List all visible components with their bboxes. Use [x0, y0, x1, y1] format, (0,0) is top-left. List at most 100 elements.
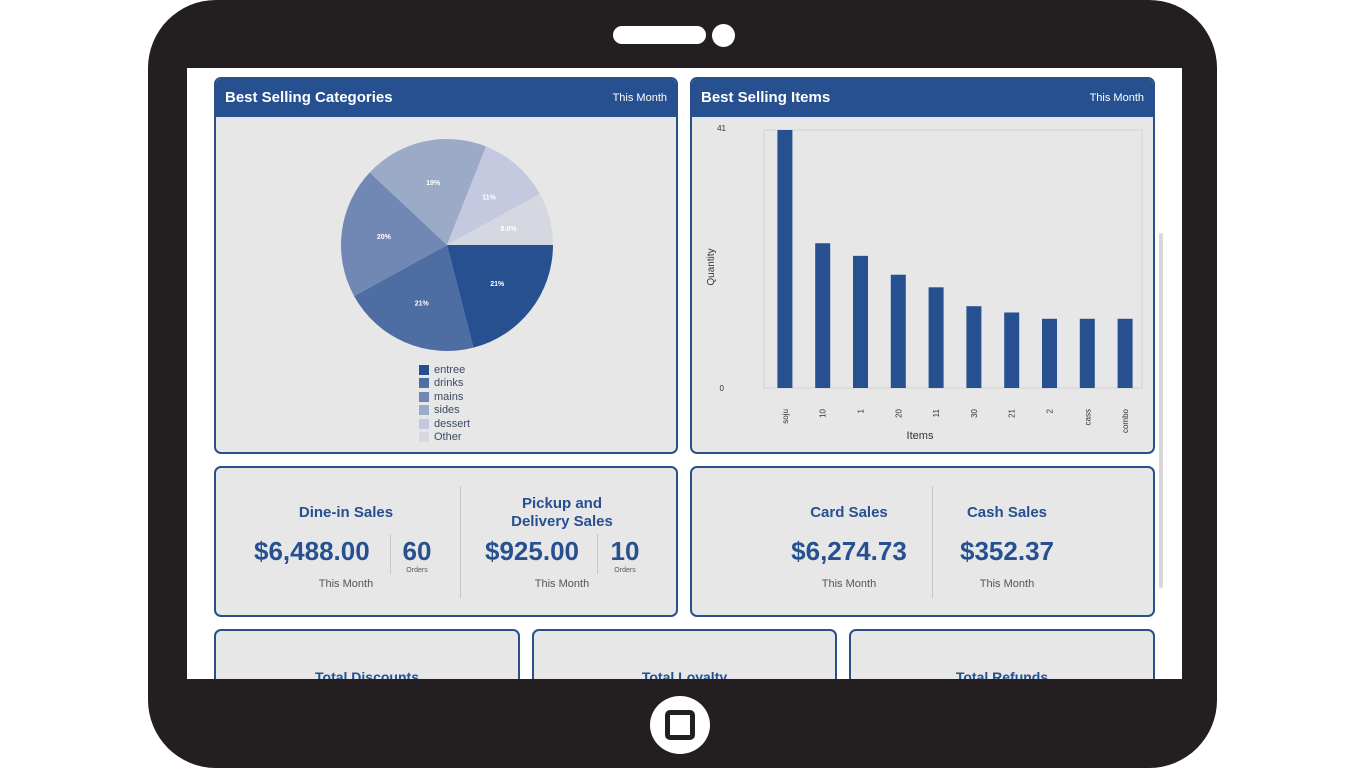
payment-type-sales-card: Card Sales $6,274.73 This Month Cash Sal… — [690, 466, 1155, 617]
cash-sales-amount: $352.37 — [960, 536, 1054, 566]
items-bar-chart: soju 10 1 20 11 30 21 2 cass combo 41 0 Items Quantit… — [706, 124, 1143, 442]
total-discounts-title: Total Discounts — [315, 669, 419, 679]
pie-legend: entree drinks mains sides dessert Other — [419, 363, 470, 444]
total-discounts-card: Total Discounts — [214, 629, 520, 679]
legend-swatch — [419, 378, 429, 389]
bar-20 — [890, 274, 906, 388]
categories-card-header: Best Selling Categories This Month — [216, 79, 676, 117]
card-sales-period: This Month — [821, 578, 877, 590]
items-card: Best Selling Items This Month soju 10 1 20 1… — [690, 77, 1155, 454]
category-pie-chart: 21% 21% 20% 19% 11% 8.0% — [341, 139, 553, 351]
legend-label: sides — [434, 404, 460, 417]
camera-dot — [712, 24, 735, 47]
x-tick-soju: soju — [781, 409, 790, 424]
x-tick-2: 2 — [1046, 408, 1055, 413]
legend-label: Other — [434, 431, 462, 444]
items-card-header: Best Selling Items This Month — [692, 79, 1153, 117]
home-button[interactable] — [650, 696, 710, 754]
y-tick-max: 41 — [717, 124, 726, 133]
bar-combo — [1117, 318, 1133, 388]
pickup-orders-label: Orders — [614, 567, 636, 574]
pickup-amount: $925.00 — [485, 536, 579, 566]
pickup-orders-divider — [597, 534, 598, 574]
card-sales-title: Card Sales — [810, 504, 888, 521]
bar-30 — [966, 306, 982, 388]
card-sales-amount: $6,274.73 — [791, 536, 907, 566]
cash-sales: Cash Sales — [917, 504, 1097, 522]
pie-label-Other: 8.0% — [501, 226, 518, 233]
items-card-title: Best Selling Items — [701, 89, 831, 106]
categories-card-title: Best Selling Categories — [225, 89, 393, 106]
legend-item-other[interactable]: Other — [419, 431, 470, 445]
x-tick-20: 20 — [894, 408, 903, 417]
categories-card: Best Selling Categories This Month 21% 21… — [214, 77, 678, 454]
total-refunds-card: Total Refunds — [849, 629, 1155, 679]
x-tick-21: 21 — [1008, 408, 1017, 417]
bar-1 — [853, 255, 868, 388]
legend-item-entree[interactable]: entree — [419, 363, 470, 377]
cash-sales-title: Cash Sales — [966, 504, 1048, 521]
x-tick-10: 10 — [819, 408, 828, 417]
legend-item-dessert[interactable]: dessert — [419, 417, 470, 431]
x-tick-combo: combo — [1121, 408, 1130, 433]
pie-label-mains: 20% — [377, 234, 392, 241]
dine-in-orders: 60 Orders — [396, 536, 438, 574]
dashboard-screen: Best Selling Categories This Month 21% 21… — [187, 68, 1182, 679]
legend-label: entree — [434, 363, 466, 376]
x-tick-11: 11 — [932, 408, 941, 417]
pie-slice-Other — [447, 193, 553, 245]
legend-item-mains[interactable]: mains — [419, 390, 470, 404]
legend-item-sides[interactable]: sides — [419, 404, 470, 418]
dine-in-orders-divider — [390, 534, 391, 574]
order-type-sales-card: Dine-in Sales $6,488.00 60 Orders This M… — [214, 466, 678, 617]
dine-in-sales: Dine-in Sales — [256, 504, 436, 522]
bar-2 — [1042, 318, 1057, 388]
cash-sales-period: This Month — [979, 578, 1035, 590]
order-type-divider — [460, 486, 461, 598]
y-tick-zero: 0 — [720, 384, 725, 393]
pie-slice-drinks — [354, 245, 474, 351]
dine-in-period: This Month — [318, 578, 374, 590]
total-loyalty-card: Total Loyalty — [532, 629, 837, 679]
x-tick-1: 1 — [857, 408, 866, 413]
speaker-slot — [613, 26, 706, 44]
pickup-delivery-sales: Pickup and Delivery Sales — [472, 495, 652, 531]
payment-type-divider — [932, 486, 933, 598]
page-scrollbar[interactable] — [1159, 233, 1163, 588]
pie-label-sides: 19% — [426, 180, 441, 187]
pie-slice-mains — [341, 172, 447, 297]
pie-label-drinks: 21% — [415, 300, 430, 307]
legend-swatch — [419, 432, 429, 443]
x-tick-cass: cass — [1083, 409, 1092, 425]
dine-in-orders-label: Orders — [406, 567, 428, 574]
bar-soju — [777, 130, 793, 388]
card-sales: Card Sales — [759, 504, 939, 522]
pickup-title-line2: Delivery Sales — [511, 513, 613, 530]
home-square-icon — [665, 710, 695, 740]
legend-label: mains — [434, 390, 464, 403]
dine-in-title: Dine-in Sales — [298, 504, 394, 521]
bar-21 — [1004, 312, 1020, 388]
legend-item-drinks[interactable]: drinks — [419, 377, 470, 391]
dine-in-amount: $6,488.00 — [254, 536, 370, 566]
legend-swatch — [419, 405, 429, 416]
bar-11 — [928, 287, 944, 388]
bar-cass — [1079, 318, 1095, 388]
x-tick-30: 30 — [970, 408, 979, 417]
pickup-period: This Month — [534, 578, 590, 590]
y-axis-label: Quantity — [706, 248, 717, 285]
pickup-orders: 10 Orders — [604, 536, 646, 574]
pie-slice-dessert — [447, 146, 540, 245]
pie-label-entree: 21% — [490, 281, 505, 288]
dine-in-orders-count: 60 — [402, 536, 432, 566]
items-card-period: This Month — [1089, 92, 1144, 104]
legend-swatch — [419, 364, 429, 375]
plot-area — [763, 129, 1143, 389]
legend-swatch — [419, 391, 429, 402]
total-loyalty-title: Total Loyalty — [641, 669, 728, 679]
pie-slice-sides — [369, 139, 487, 245]
bar-10 — [815, 243, 831, 388]
legend-swatch — [419, 418, 429, 429]
categories-card-period: This Month — [612, 92, 667, 104]
pickup-title-line1: Pickup and — [521, 495, 603, 512]
